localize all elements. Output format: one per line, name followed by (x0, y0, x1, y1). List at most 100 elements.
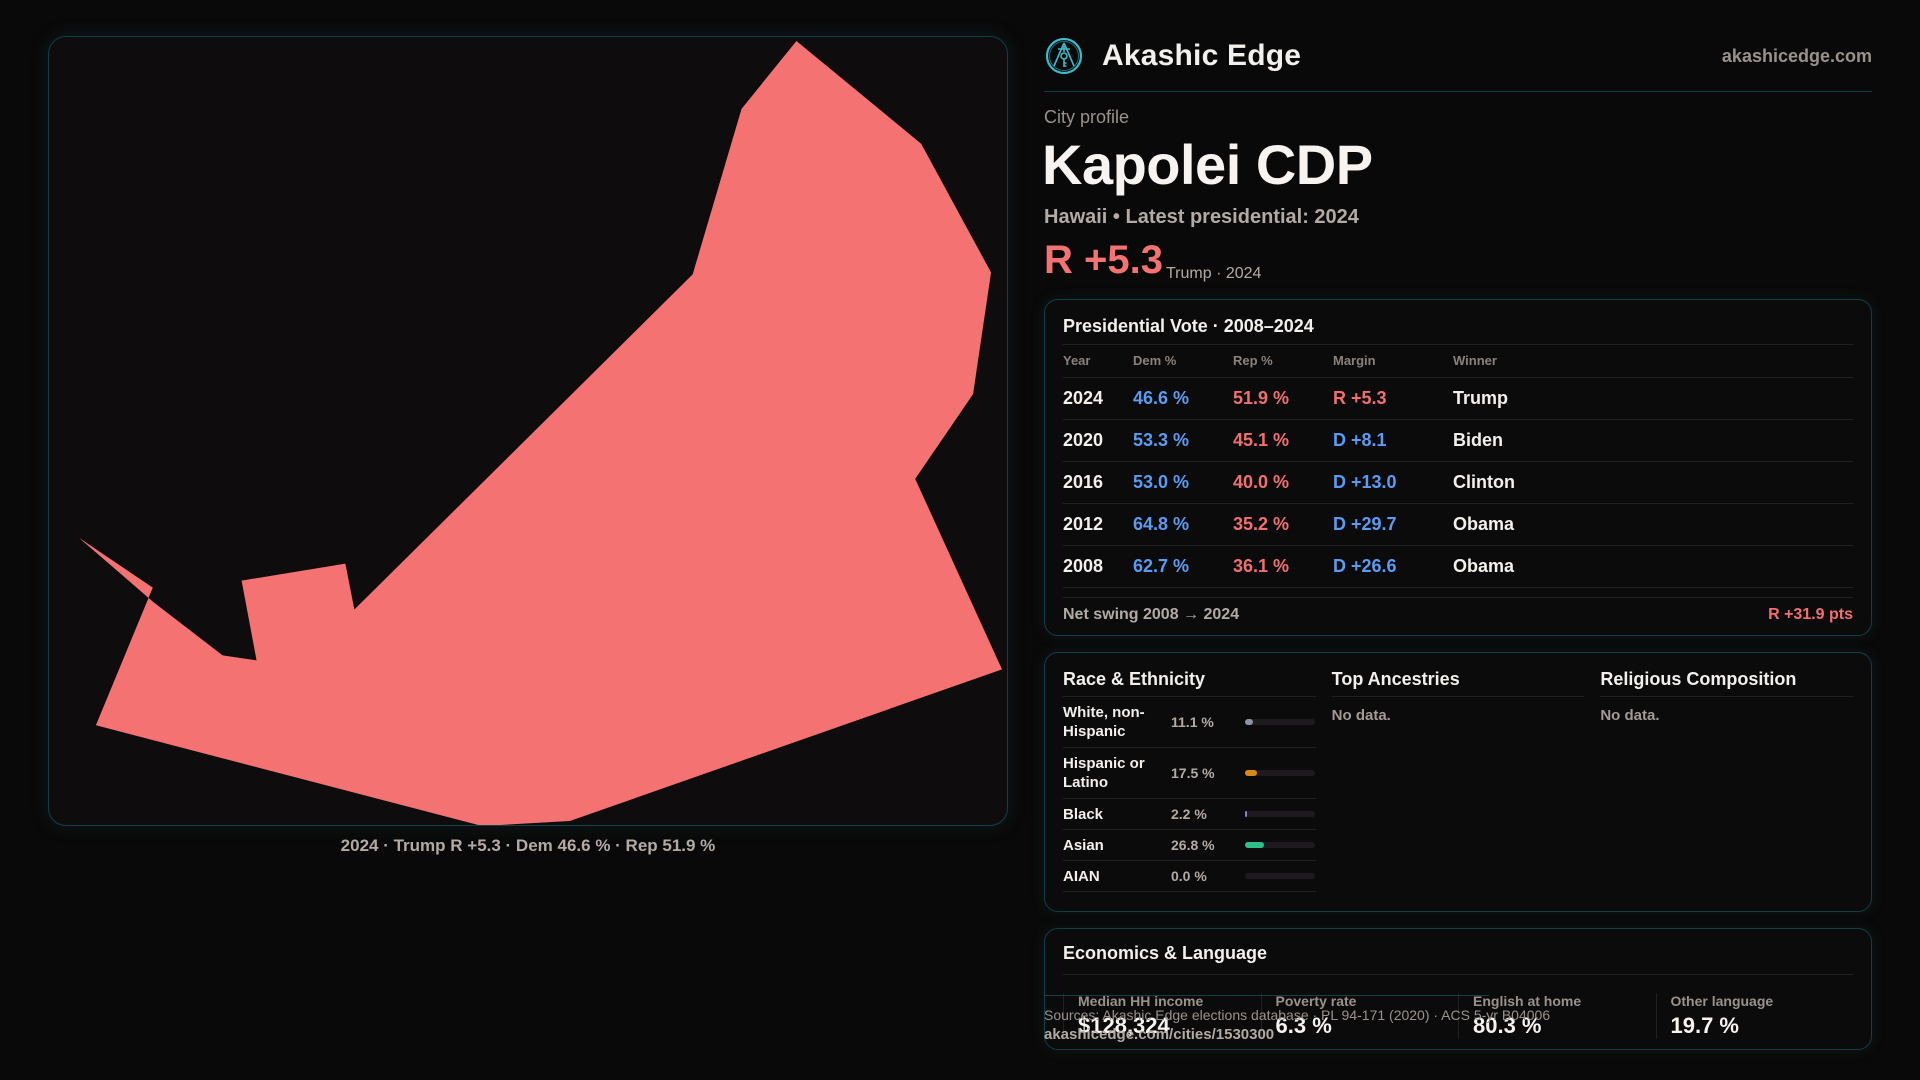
table-row: 2024 46.6 % 51.9 % R +5.3 Trump (1063, 377, 1853, 420)
brand-name: Akashic Edge (1102, 39, 1302, 72)
compass-key-emblem-icon (1045, 37, 1083, 75)
race-bar-fill (1245, 842, 1264, 848)
rep-cell: 45.1 % (1233, 419, 1333, 462)
winner-cell: Obama (1453, 503, 1853, 546)
econ-english-home: English at home 80.3 % (1458, 993, 1656, 1039)
map-panel[interactable] (48, 36, 1008, 826)
rep-cell: 36.1 % (1233, 545, 1333, 588)
ancestries-empty: No data. (1331, 707, 1391, 724)
year-cell: 2024 (1063, 377, 1133, 420)
net-swing-row: Net swing 2008 → 2024 R +31.9 pts (1063, 596, 1853, 633)
page-footer: Sources: Akashic Edge elections database… (1044, 1005, 1550, 1045)
col-header-winner: Winner (1453, 345, 1853, 378)
rep-cell: 35.2 % (1233, 503, 1333, 546)
col-header-margin: Margin (1333, 345, 1453, 378)
vote-table: Year Dem % Rep % Margin Winner 2024 46.6 … (1063, 345, 1853, 588)
col-header-dem: Dem % (1133, 345, 1233, 378)
dem-cell: 53.3 % (1133, 419, 1233, 462)
race-percent: 2.2 % (1171, 806, 1207, 822)
divider (1063, 344, 1853, 345)
econ-median-income: Median HH income $128,324 (1063, 993, 1261, 1039)
col-header-year: Year (1063, 345, 1133, 378)
margin-cell: D +13.0 (1333, 461, 1453, 504)
table-header-row: Year Dem % Rep % Margin Winner (1063, 345, 1853, 378)
ancestries-section: Top Ancestries No data. (1331, 667, 1585, 897)
race-percent: 0.0 % (1171, 868, 1207, 884)
race-percent: 11.1 % (1171, 714, 1214, 730)
race-row: AIAN 0.0 % (1063, 861, 1316, 892)
race-bar-fill (1245, 719, 1253, 725)
map-canvas[interactable] (49, 37, 1007, 825)
race-bar-track (1245, 873, 1315, 879)
margin-cell: D +8.1 (1333, 419, 1453, 462)
map-caption: 2024 · Trump R +5.3 · Dem 46.6 % · Rep 5… (340, 836, 716, 855)
rep-cell: 40.0 % (1233, 461, 1333, 504)
race-bar-fill (1245, 770, 1258, 776)
race-percent: 17.5 % (1171, 765, 1215, 781)
ancestries-title: Top Ancestries (1331, 667, 1585, 697)
page-subtitle: Hawaii • Latest presidential: 2024 (1044, 206, 1359, 228)
econ-label: Other language (1670, 993, 1774, 1009)
race-bar-track (1245, 770, 1315, 776)
site-link[interactable]: akashicedge.com (1721, 46, 1872, 66)
margin-cell: D +26.6 (1333, 545, 1453, 588)
race-label: White, non-Hispanic (1063, 704, 1145, 740)
table-row: 2020 53.3 % 45.1 % D +8.1 Biden (1063, 419, 1853, 462)
dem-cell: 46.6 % (1133, 377, 1233, 420)
divider (1044, 995, 1489, 996)
econ-label: Poverty rate (1275, 993, 1357, 1009)
race-bar-track (1245, 719, 1315, 725)
margin-cell: D +29.7 (1333, 503, 1453, 546)
race-row: Black 2.2 % (1063, 799, 1316, 830)
page-eyebrow: City profile (1044, 107, 1130, 127)
economics-card: Economics & Language Median HH income $1… (1044, 928, 1872, 1050)
net-swing-label: Net swing 2008 → 2024 (1063, 606, 1240, 623)
brand[interactable]: Akashic Edge (1044, 36, 1301, 76)
year-cell: 2008 (1063, 545, 1133, 588)
winner-cell: Trump (1453, 377, 1853, 420)
econ-value: 80.3 % (1473, 1013, 1542, 1038)
race-bar-track (1245, 811, 1315, 817)
year-cell: 2012 (1063, 503, 1133, 546)
religion-section: Religious Composition No data. (1600, 667, 1854, 897)
race-label: Asian (1063, 836, 1104, 854)
headline-margin-note: Trump · 2024 (1166, 265, 1262, 282)
table-row: 2012 64.8 % 35.2 % D +29.7 Obama (1063, 503, 1853, 546)
net-swing-value: R +31.9 pts (1768, 606, 1853, 623)
dem-cell: 53.0 % (1133, 461, 1233, 504)
econ-value: 6.3 % (1275, 1013, 1332, 1038)
winner-cell: Biden (1453, 419, 1853, 462)
religion-empty: No data. (1600, 707, 1660, 724)
col-header-rep: Rep % (1233, 345, 1333, 378)
margin-cell: R +5.3 (1333, 377, 1453, 420)
race-row: Asian 26.8 % (1063, 830, 1316, 861)
econ-poverty-rate: Poverty rate 6.3 % (1260, 993, 1459, 1039)
sources-text: Sources: Akashic Edge elections database… (1044, 1007, 1551, 1023)
dem-cell: 64.8 % (1133, 503, 1233, 546)
race-bar-fill (1245, 811, 1247, 817)
econ-value: $128,324 (1078, 1013, 1170, 1038)
race-label: AIAN (1063, 867, 1100, 885)
winner-cell: Obama (1453, 545, 1853, 588)
year-cell: 2020 (1063, 419, 1133, 462)
page-url-link[interactable]: akashicedge.com/cities/1530300 (1044, 1026, 1275, 1043)
race-row: White, non-Hispanic 11.1 % (1063, 697, 1316, 748)
econ-label: English at home (1473, 993, 1582, 1009)
race-row: Hispanic or Latino 17.5 % (1063, 748, 1316, 799)
econ-label: Median HH income (1078, 993, 1204, 1009)
race-bar-track (1245, 842, 1315, 848)
page-title: Kapolei CDP (1042, 133, 1373, 196)
religion-title: Religious Composition (1600, 667, 1854, 697)
race-ethnicity-section: Race & Ethnicity White, non-Hispanic 11.1… (1063, 667, 1316, 897)
table-row: 2008 62.7 % 36.1 % D +26.6 Obama (1063, 545, 1853, 588)
presidential-vote-card: Presidential Vote · 2008–2024 Year Dem %… (1044, 299, 1872, 636)
econ-title: Economics & Language (1063, 943, 1853, 975)
rep-cell: 51.9 % (1233, 377, 1333, 420)
year-cell: 2016 (1063, 461, 1133, 504)
card-title: Presidential Vote · 2008–2024 (1063, 316, 1314, 336)
econ-grid: Median HH income $128,324 Poverty rate 6… (1063, 993, 1853, 1039)
dem-cell: 62.7 % (1133, 545, 1233, 588)
race-label: Hispanic or Latino (1063, 755, 1145, 791)
table-row: 2016 53.0 % 40.0 % D +13.0 Clinton (1063, 461, 1853, 504)
city-boundary-shape[interactable] (78, 40, 1003, 825)
